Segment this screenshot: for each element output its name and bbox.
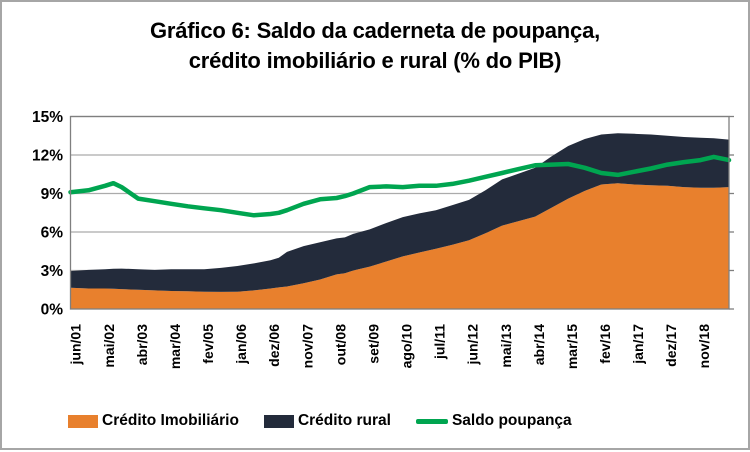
x-tick-label-nov-18: nov/18 (696, 324, 712, 369)
x-tick-label-mar-15: mar/15 (564, 324, 580, 369)
y-tick-label-3pct: 3% (41, 263, 64, 280)
x-tick-label-jan-06: jan/06 (233, 324, 249, 365)
x-tick-label-fev-05: fev/05 (200, 324, 216, 364)
legend-item-credito-imobiliario[interactable]: Crédito Imobiliário (68, 412, 239, 430)
legend-label-credito-rural: Crédito rural (297, 412, 391, 429)
area-credito-imobiliario (70, 183, 729, 309)
x-tick-label-nov-07: nov/07 (299, 324, 315, 369)
y-tick-label-0pct: 0% (41, 302, 64, 319)
legend-label-credito-imobiliario: Crédito Imobiliário (102, 412, 239, 429)
y-tick-label-6pct: 6% (41, 225, 64, 242)
x-tick-label-out-08: out/08 (332, 324, 348, 365)
x-tick-label-dez-06: dez/06 (266, 324, 282, 367)
x-tick-label-abr-03: abr/03 (134, 324, 150, 365)
x-tick-label-ago-10: ago/10 (399, 324, 415, 369)
x-tick-label-jun-12: jun/12 (465, 324, 481, 366)
y-tick-label-15pct: 15% (32, 109, 63, 126)
chart-title-line2: crédito imobiliário e rural (% do PIB) (188, 48, 562, 73)
x-tick-label-fev-16: fev/16 (597, 324, 613, 364)
chart-legend: Crédito Imobiliário Crédito rural Saldo … (68, 407, 572, 435)
legend-item-saldo-poupanca[interactable]: Saldo poupança (415, 412, 572, 430)
area-credito-rural (70, 133, 729, 292)
legend-swatch-credito-rural (263, 414, 294, 428)
chart-title-line1: Gráfico 6: Saldo da caderneta de poupanç… (149, 18, 601, 43)
x-tick-label-mai-13: mai/13 (498, 324, 514, 368)
x-tick-label-mar-04: mar/04 (167, 324, 183, 369)
legend-swatch-saldo-poupanca (415, 418, 448, 424)
y-tick-label-12pct: 12% (32, 148, 63, 165)
x-tick-label-jul-11: jul/11 (432, 324, 448, 360)
x-tick-label-jan-17: jan/17 (630, 324, 646, 365)
plot-border (69, 115, 730, 310)
legend-label-saldo-poupanca: Saldo poupança (451, 412, 572, 429)
x-tick-label-dez-17: dez/17 (663, 324, 679, 367)
line-saldo-poupanca (68, 154, 732, 218)
chart-title: Gráfico 6: Saldo da caderneta de poupanç… (2, 16, 748, 76)
x-tick-label-mai-02: mai/02 (101, 324, 117, 368)
y-tick-label-9pct: 9% (41, 186, 64, 203)
x-tick-label-set-09: set/09 (365, 324, 381, 364)
legend-swatch-credito-imobiliario (68, 414, 98, 428)
legend-item-credito-rural[interactable]: Crédito rural (263, 412, 391, 430)
x-tick-label-abr-14: abr/14 (531, 324, 547, 365)
x-tick-label-jun-01: jun/01 (68, 324, 84, 366)
